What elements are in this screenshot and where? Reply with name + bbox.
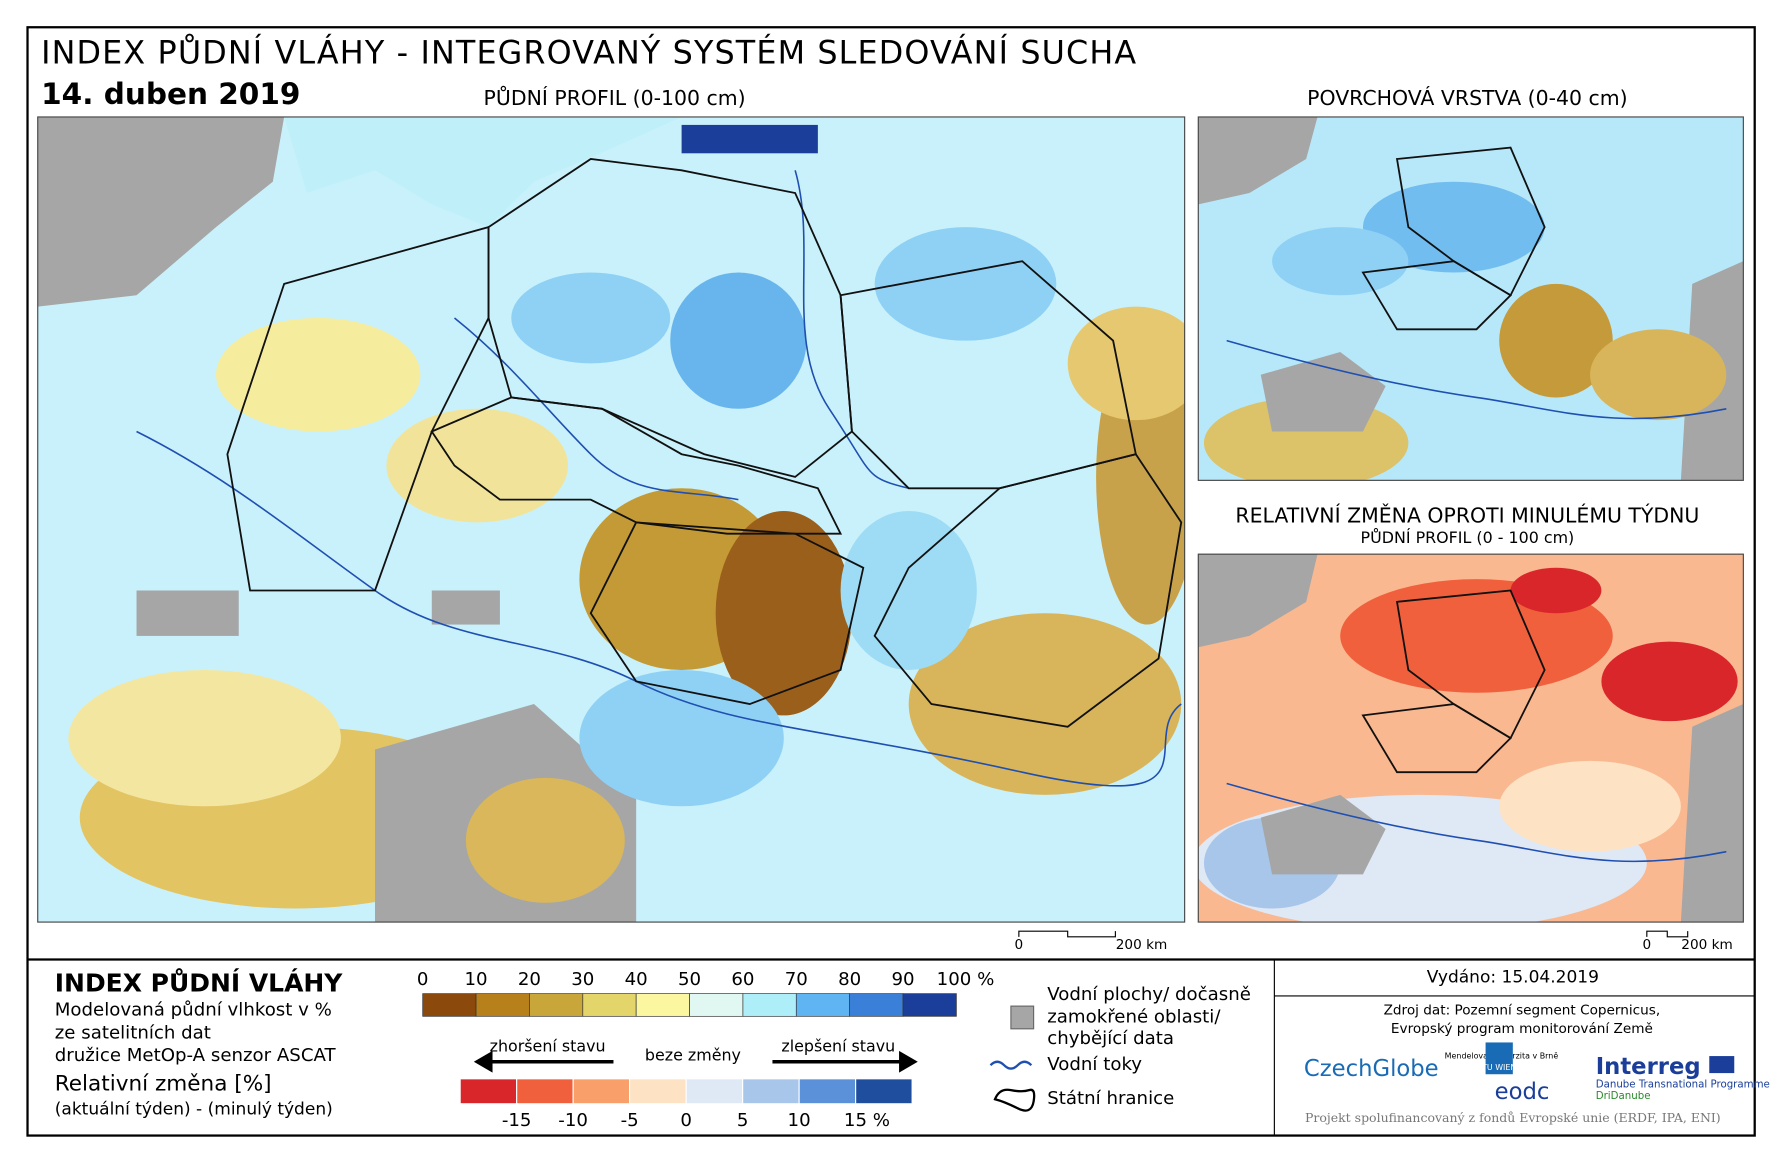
logo-eodc: eodc bbox=[1495, 1079, 1550, 1105]
change-scale: -15 -10 -5 0 5 10 15 % bbox=[459, 1078, 913, 1131]
legend-text: Relativní změna [%] bbox=[55, 1071, 272, 1096]
legend-text: ze satelitních dat bbox=[55, 1022, 211, 1043]
legend-text: Modelovaná půdní vlhkost v % bbox=[55, 1000, 332, 1021]
logo-czechglobe: CzechGlobe bbox=[1304, 1056, 1439, 1082]
symbol-label: Vodní plochy/ dočasně bbox=[1047, 984, 1251, 1005]
arrow-label: zlepšení stavu bbox=[781, 1036, 895, 1055]
scale-label: -10 bbox=[558, 1110, 588, 1131]
scale-swatch bbox=[742, 1078, 800, 1105]
scale-label: 0 bbox=[417, 969, 429, 990]
scale-swatch bbox=[685, 1078, 744, 1105]
scale-label: 200 km bbox=[1116, 937, 1167, 953]
scale-label: 5 bbox=[737, 1110, 749, 1131]
scale-label: 20 bbox=[518, 969, 541, 990]
border-symbol bbox=[993, 1088, 1036, 1112]
surface-map bbox=[1197, 116, 1744, 481]
symbol-label: Vodní toky bbox=[1047, 1054, 1142, 1075]
scale-swatch bbox=[902, 993, 957, 1017]
arrow-label: beze změny bbox=[645, 1046, 741, 1065]
scale-label: 15 % bbox=[844, 1110, 890, 1131]
issued: Vydáno: 15.04.2019 bbox=[1427, 968, 1599, 988]
scale-swatch bbox=[635, 993, 690, 1017]
scale-label: 10 bbox=[788, 1110, 811, 1131]
source: Zdroj dat: Pozemní segment Copernicus, bbox=[1384, 1003, 1661, 1019]
date: 14. duben 2019 bbox=[41, 77, 300, 111]
scale-swatch bbox=[855, 1078, 913, 1105]
scale-swatch bbox=[629, 1078, 687, 1105]
scale-swatch bbox=[795, 993, 851, 1017]
logo-dridanube: DriDanube bbox=[1596, 1091, 1651, 1102]
scale-label: 100 % bbox=[937, 969, 995, 990]
map-title: RELATIVNÍ ZMĚNA OPROTI MINULÉMU TÝDNU bbox=[1235, 503, 1699, 528]
scale-label: 200 km bbox=[1681, 937, 1732, 953]
scale-label: 90 bbox=[891, 969, 914, 990]
scale-label: 0 bbox=[1642, 937, 1651, 953]
logo-danube: Danube Transnational Programme bbox=[1596, 1079, 1770, 1090]
arrow-right bbox=[772, 1050, 918, 1073]
symbol-label: zamokřené oblasti/ bbox=[1047, 1006, 1221, 1027]
scale-label: 70 bbox=[785, 969, 808, 990]
scale-swatch bbox=[798, 1078, 857, 1105]
logo-interreg: Interreg bbox=[1596, 1054, 1701, 1080]
logo-tu: TU WIEN bbox=[1481, 1063, 1516, 1072]
scale-swatch bbox=[582, 993, 637, 1017]
arrow-left bbox=[473, 1050, 614, 1073]
scale-label: 80 bbox=[838, 969, 861, 990]
change-map bbox=[1197, 553, 1744, 923]
scale-label: 40 bbox=[625, 969, 648, 990]
map-title: POVRCHOVÁ VRSTVA (0-40 cm) bbox=[1307, 85, 1628, 110]
scale-swatch bbox=[516, 1078, 574, 1105]
scale-swatch bbox=[475, 993, 530, 1017]
map-subtitle: PŮDNÍ PROFIL (0 - 100 cm) bbox=[1361, 528, 1575, 547]
missing-symbol bbox=[1010, 1005, 1035, 1030]
legend-text: družice MetOp-A senzor ASCAT bbox=[55, 1045, 337, 1066]
scale-swatch bbox=[422, 993, 477, 1017]
symbol-label: chybějící data bbox=[1047, 1028, 1174, 1049]
legend-title: INDEX PŮDNÍ VLÁHY bbox=[55, 968, 344, 998]
arrow-label: zhoršení stavu bbox=[490, 1036, 606, 1055]
scale-label: 0 bbox=[1015, 937, 1024, 953]
moisture-scale: 0 10 20 30 40 50 60 70 80 90 100 % bbox=[417, 969, 995, 1017]
scale-swatch bbox=[689, 993, 744, 1017]
scale-label: 60 bbox=[731, 969, 754, 990]
scale-label: -15 bbox=[502, 1110, 532, 1131]
logo-tu-box bbox=[1485, 1042, 1513, 1075]
scale-label: 0 bbox=[680, 1110, 692, 1131]
scale-bar: 0 200 km 0 200 km bbox=[1015, 930, 1733, 953]
title: INDEX PŮDNÍ VLÁHY - INTEGROVANÝ SYSTÉM S… bbox=[41, 34, 1137, 72]
symbol-label: Státní hranice bbox=[1047, 1088, 1174, 1109]
map-title: PŮDNÍ PROFIL (0-100 cm) bbox=[484, 84, 746, 110]
eu-flag bbox=[1709, 1056, 1735, 1074]
river-symbol bbox=[989, 1060, 1033, 1070]
scale-label: 30 bbox=[571, 969, 594, 990]
scale-label: -5 bbox=[621, 1110, 639, 1131]
legend-text: (aktuální týden) - (minulý týden) bbox=[55, 1099, 333, 1119]
scale-label: 10 bbox=[465, 969, 488, 990]
main-map bbox=[37, 116, 1186, 923]
footer: Projekt spolufinancovaný z fondů Evropsk… bbox=[1305, 1110, 1721, 1125]
scale-swatch bbox=[572, 1078, 631, 1105]
scale-swatch bbox=[529, 993, 584, 1017]
scale-swatch bbox=[459, 1078, 518, 1105]
source: Evropský program monitorování Země bbox=[1391, 1021, 1653, 1037]
scale-swatch bbox=[742, 993, 797, 1017]
scale-swatch bbox=[849, 993, 904, 1017]
scale-label: 50 bbox=[678, 969, 701, 990]
